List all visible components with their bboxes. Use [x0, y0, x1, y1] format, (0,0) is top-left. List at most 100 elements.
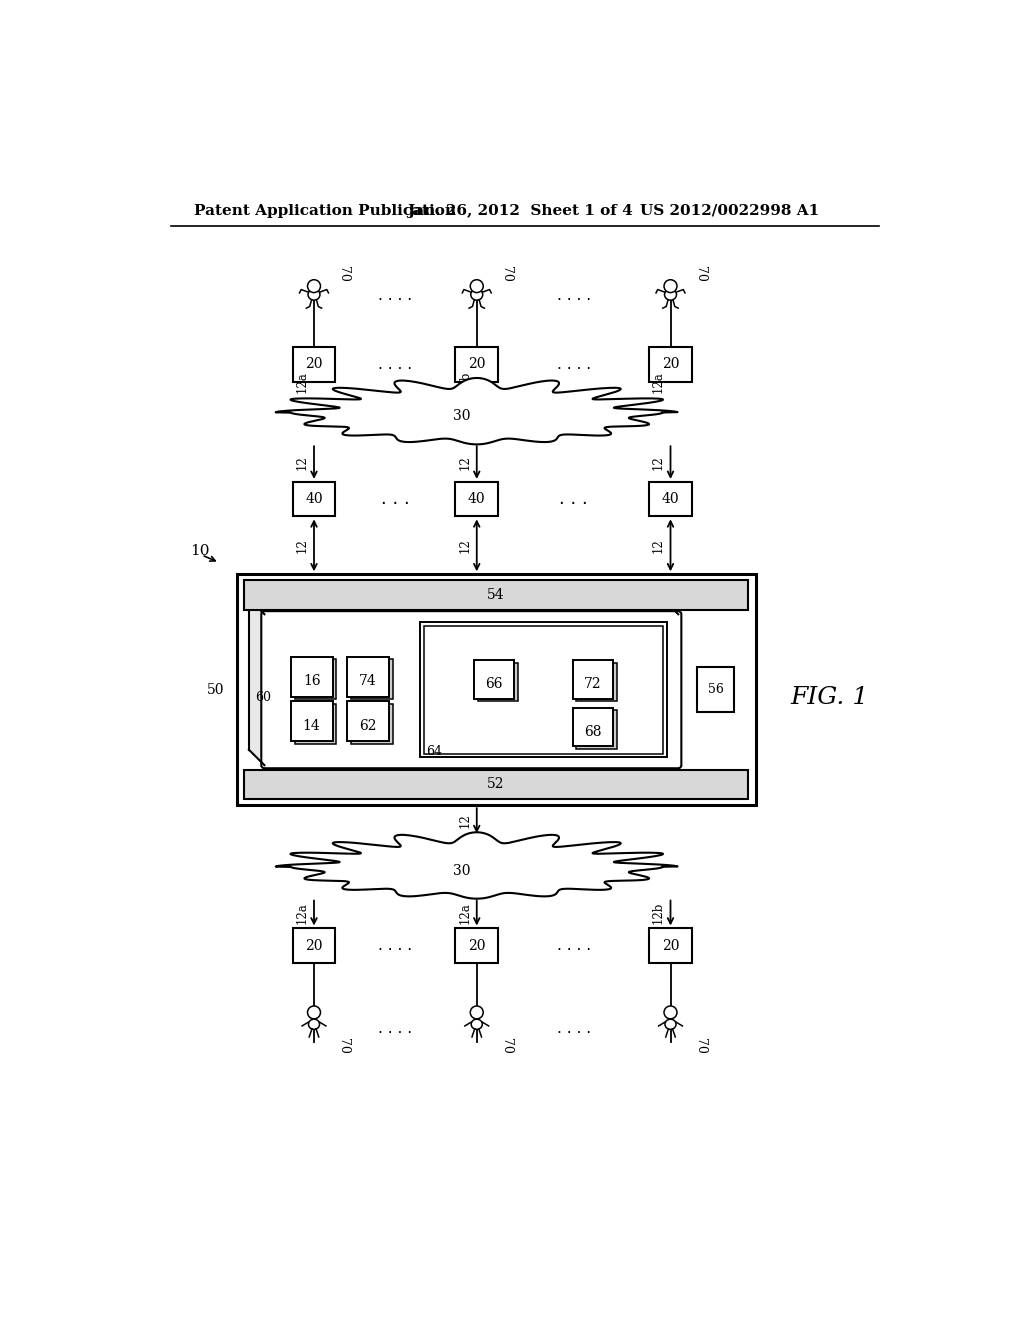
- Text: 12: 12: [459, 539, 471, 553]
- Text: 60: 60: [255, 690, 271, 704]
- Text: 40: 40: [468, 492, 485, 506]
- Text: US 2012/0022998 A1: US 2012/0022998 A1: [640, 203, 819, 218]
- Circle shape: [664, 280, 677, 293]
- Text: . . .: . . .: [381, 490, 410, 508]
- Circle shape: [307, 1006, 321, 1019]
- FancyBboxPatch shape: [649, 482, 692, 516]
- Polygon shape: [275, 833, 678, 899]
- Text: 12a: 12a: [459, 902, 471, 924]
- FancyBboxPatch shape: [295, 704, 337, 743]
- FancyBboxPatch shape: [478, 663, 518, 701]
- Ellipse shape: [308, 289, 319, 300]
- Text: 72: 72: [584, 677, 601, 692]
- Circle shape: [664, 1006, 677, 1019]
- Text: 52: 52: [487, 777, 505, 792]
- FancyBboxPatch shape: [572, 708, 612, 746]
- Text: 40: 40: [662, 492, 679, 506]
- Text: 70: 70: [337, 1038, 350, 1053]
- Text: 30: 30: [453, 409, 470, 424]
- Ellipse shape: [308, 1019, 319, 1030]
- FancyBboxPatch shape: [261, 611, 681, 768]
- FancyBboxPatch shape: [295, 659, 337, 700]
- FancyBboxPatch shape: [293, 928, 335, 964]
- Text: . . . .: . . . .: [378, 939, 413, 953]
- Polygon shape: [249, 599, 264, 766]
- FancyBboxPatch shape: [291, 656, 333, 697]
- Text: 12: 12: [459, 813, 471, 828]
- FancyBboxPatch shape: [293, 347, 335, 381]
- Text: . . . .: . . . .: [557, 1020, 591, 1036]
- Text: 66: 66: [485, 677, 503, 692]
- FancyBboxPatch shape: [245, 770, 748, 799]
- Text: 40: 40: [305, 492, 323, 506]
- Text: 70: 70: [693, 265, 707, 282]
- FancyBboxPatch shape: [577, 710, 616, 748]
- FancyBboxPatch shape: [572, 660, 612, 698]
- Ellipse shape: [665, 1019, 676, 1030]
- Text: . . . .: . . . .: [557, 356, 591, 372]
- Text: 64: 64: [426, 744, 442, 758]
- FancyBboxPatch shape: [291, 701, 333, 742]
- FancyBboxPatch shape: [474, 660, 514, 698]
- Text: . . . .: . . . .: [557, 939, 591, 953]
- Circle shape: [470, 280, 483, 293]
- Text: 50: 50: [208, 682, 225, 697]
- Text: 54: 54: [487, 587, 505, 602]
- Text: FIG. 1: FIG. 1: [791, 686, 869, 709]
- Text: 14: 14: [303, 719, 321, 733]
- FancyBboxPatch shape: [237, 574, 756, 805]
- Circle shape: [307, 280, 321, 293]
- Text: 10: 10: [190, 544, 210, 558]
- Text: 12: 12: [652, 539, 665, 553]
- FancyBboxPatch shape: [456, 482, 498, 516]
- Text: 62: 62: [359, 719, 377, 733]
- Text: . . . .: . . . .: [378, 288, 413, 304]
- FancyBboxPatch shape: [347, 701, 389, 742]
- Text: . . .: . . .: [559, 490, 588, 508]
- FancyBboxPatch shape: [649, 347, 692, 381]
- Text: 20: 20: [305, 358, 323, 371]
- Text: 20: 20: [662, 939, 679, 953]
- Circle shape: [470, 1006, 483, 1019]
- Text: . . . .: . . . .: [378, 1020, 413, 1036]
- Text: 12: 12: [652, 455, 665, 470]
- FancyBboxPatch shape: [347, 656, 389, 697]
- Text: 70: 70: [500, 1038, 513, 1053]
- Text: 70: 70: [337, 265, 350, 282]
- Text: 12: 12: [459, 455, 471, 470]
- Text: 12: 12: [296, 539, 308, 553]
- FancyBboxPatch shape: [293, 482, 335, 516]
- Text: 20: 20: [468, 358, 485, 371]
- Text: 20: 20: [662, 358, 679, 371]
- FancyBboxPatch shape: [577, 663, 616, 701]
- FancyBboxPatch shape: [351, 704, 393, 743]
- Text: Jan. 26, 2012  Sheet 1 of 4: Jan. 26, 2012 Sheet 1 of 4: [407, 203, 633, 218]
- Ellipse shape: [471, 1019, 482, 1030]
- Text: 12b: 12b: [652, 902, 665, 924]
- Ellipse shape: [471, 289, 482, 300]
- Ellipse shape: [665, 289, 677, 300]
- Text: 12: 12: [296, 455, 308, 470]
- Text: 12a: 12a: [296, 371, 308, 392]
- FancyBboxPatch shape: [351, 659, 393, 700]
- Text: 70: 70: [693, 1038, 707, 1053]
- FancyBboxPatch shape: [456, 928, 498, 964]
- Text: 56: 56: [708, 684, 723, 696]
- Text: 12a: 12a: [652, 371, 665, 392]
- Text: 16: 16: [303, 675, 321, 688]
- Text: 70: 70: [500, 265, 513, 282]
- FancyBboxPatch shape: [420, 622, 667, 758]
- Text: 12b: 12b: [459, 371, 471, 393]
- Polygon shape: [275, 378, 678, 445]
- FancyBboxPatch shape: [245, 581, 748, 610]
- FancyBboxPatch shape: [649, 928, 692, 964]
- Text: . . . .: . . . .: [557, 288, 591, 304]
- Polygon shape: [249, 599, 678, 614]
- Text: . . . .: . . . .: [378, 356, 413, 372]
- Text: 20: 20: [305, 939, 323, 953]
- Text: 12a: 12a: [296, 902, 308, 924]
- FancyBboxPatch shape: [456, 347, 498, 381]
- FancyBboxPatch shape: [697, 668, 734, 711]
- Text: 30: 30: [453, 863, 470, 878]
- Text: 20: 20: [468, 939, 485, 953]
